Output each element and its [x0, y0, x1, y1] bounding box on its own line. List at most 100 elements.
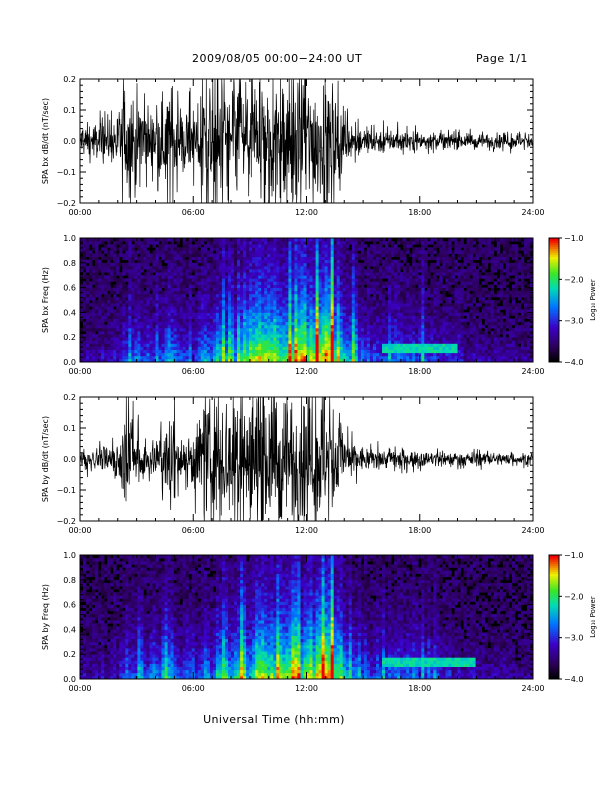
- spectrogram-cell: [342, 259, 347, 264]
- spectrogram-cell: [264, 241, 268, 245]
- spectrogram-cell: [252, 327, 256, 332]
- spectrogram-cell: [430, 303, 434, 307]
- spectrogram-cell: [415, 238, 419, 242]
- spectrogram-cell: [363, 259, 368, 264]
- spectrogram-cell: [327, 315, 331, 319]
- spectrogram-cell: [451, 352, 455, 357]
- spectrogram-cell: [303, 284, 307, 288]
- spectrogram-cell: [137, 244, 141, 248]
- spectrogram-cell: [240, 300, 244, 304]
- spectrogram-cell: [424, 269, 428, 273]
- spectrogram-cell: [188, 303, 193, 307]
- spectrogram-cell: [191, 265, 196, 270]
- spectrogram-cell: [270, 349, 274, 354]
- spectrogram-cell: [300, 253, 304, 257]
- spectrogram-cell: [258, 355, 262, 360]
- spectrogram-cell: [379, 321, 383, 326]
- spectrogram-cell: [86, 324, 90, 329]
- spectrogram-cell: [273, 278, 277, 282]
- spectrogram-cell: [451, 358, 455, 363]
- spectrogram-cell: [80, 312, 84, 316]
- spectrogram-cell: [101, 238, 105, 242]
- spectrogram-cell: [203, 309, 208, 313]
- spectrogram-cell: [249, 287, 253, 292]
- spectrogram-cell: [433, 340, 437, 344]
- spectrogram-cell: [128, 318, 132, 323]
- spectrogram-cell: [264, 284, 268, 288]
- spectrogram-cell: [95, 284, 99, 288]
- spectrogram-cell: [460, 303, 464, 307]
- spectrogram-cell: [149, 296, 153, 301]
- spectrogram-cell: [312, 238, 316, 242]
- spectrogram-cell: [385, 337, 389, 341]
- spectrogram-cell: [394, 296, 398, 301]
- spectrogram-cell: [330, 262, 335, 267]
- spectrogram-cell: [294, 262, 298, 267]
- spectrogram-cell: [385, 352, 389, 357]
- spectrogram-cell: [161, 303, 165, 307]
- spectrogram-cell: [92, 327, 96, 332]
- spectrogram-cell: [113, 269, 117, 273]
- spectrogram-cell: [206, 259, 211, 264]
- spectrogram-cell: [234, 303, 238, 307]
- spectrogram-cell: [176, 247, 180, 251]
- spectrogram-cell: [143, 312, 147, 316]
- spectrogram-cell: [433, 244, 437, 248]
- spectrogram-cell: [282, 315, 286, 319]
- spectrogram-cell: [403, 340, 407, 344]
- spectrogram-cell: [382, 324, 386, 329]
- spectrogram-cell: [300, 296, 304, 301]
- spectrogram-cell: [228, 324, 232, 329]
- spectrogram-cell: [418, 321, 422, 326]
- spectrogram-cell: [309, 337, 313, 341]
- spectrogram-cell: [391, 355, 395, 360]
- spectrogram-cell: [394, 349, 398, 354]
- spectrogram-cell: [369, 349, 374, 354]
- spectrogram-cell: [225, 337, 229, 341]
- spectrogram-cell: [185, 327, 190, 332]
- spectrogram-cell: [104, 309, 108, 313]
- spectrogram-cell: [303, 355, 307, 360]
- spectrogram-cell: [209, 269, 214, 273]
- spectrogram-cell: [460, 284, 464, 288]
- spectrogram-cell: [306, 296, 310, 301]
- spectrogram-cell: [212, 287, 217, 292]
- spectrogram-cell: [336, 272, 341, 276]
- spectrogram-cell: [342, 315, 347, 319]
- spectrogram-cell: [225, 355, 229, 360]
- spectrogram-cell: [270, 312, 274, 316]
- spectrogram-cell: [379, 315, 383, 319]
- spectrogram-cell: [179, 296, 184, 301]
- spectrogram-cell: [246, 265, 250, 270]
- spectrogram-cell: [152, 337, 156, 341]
- spectrogram-cell: [258, 244, 262, 248]
- spectrogram-cell: [149, 241, 153, 245]
- spectrogram-cell: [246, 241, 250, 245]
- spectrogram-cell: [194, 290, 199, 295]
- spectrogram-cell: [300, 303, 304, 307]
- spectrogram-cell: [237, 306, 241, 310]
- spectrogram-cell: [357, 269, 362, 273]
- spectrogram-cell: [218, 318, 223, 323]
- spectrogram-cell: [436, 287, 440, 292]
- spectrogram-cell: [107, 327, 111, 332]
- spectrogram-cell: [273, 346, 277, 350]
- spectrogram-cell: [300, 259, 304, 264]
- spectrogram-cell: [348, 241, 353, 245]
- spectrogram-cell: [234, 244, 238, 248]
- spectrogram-cell: [403, 349, 407, 354]
- spectrogram-cell: [179, 306, 184, 310]
- spectrogram-cell: [318, 238, 322, 242]
- spectrogram-cell: [348, 324, 353, 329]
- spectrogram-cell: [203, 300, 208, 304]
- spectrogram-cell: [228, 253, 232, 257]
- spectrogram-cell: [400, 312, 404, 316]
- spectrogram-cell: [421, 275, 425, 279]
- spectrogram-cell: [282, 247, 286, 251]
- spectrogram-cell: [348, 256, 353, 261]
- spectrogram-cell: [330, 337, 335, 341]
- spectrogram-cell: [400, 300, 404, 304]
- spectrogram-cell: [264, 321, 268, 326]
- spectrogram-cell: [122, 253, 126, 257]
- spectrogram-cell: [264, 300, 268, 304]
